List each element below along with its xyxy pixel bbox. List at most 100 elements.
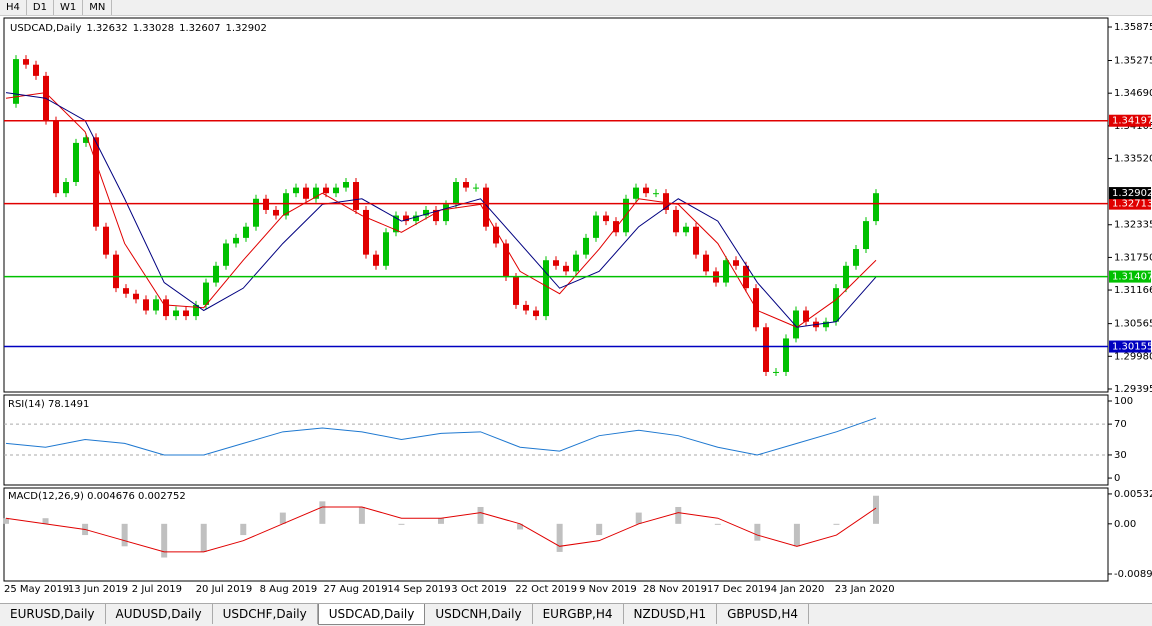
macd-bar [200,523,207,552]
x-tick-label: 22 Oct 2019 [515,584,577,595]
macd-bar [596,523,603,536]
level-label: 1.30155 [1112,342,1152,353]
candle [613,221,619,233]
timeframe-button[interactable]: D1 [27,0,54,15]
candle [703,254,709,272]
candle [763,327,769,372]
y-tick-label: 0.005324 [1114,489,1152,500]
candle [363,209,369,255]
candle [303,187,309,199]
candle [463,182,469,188]
candle [223,243,229,266]
macd-bar [319,501,326,524]
chart-tab[interactable]: USDCNH,Daily [425,604,533,624]
macd-bar [793,523,800,547]
price-label-box [1109,187,1151,200]
macd-bar [161,523,168,558]
rsi-title: RSI(14) 78.1491 [8,399,89,410]
y-tick-label: 1.34690 [1114,88,1152,99]
rsi-frame [3,394,1109,486]
candle [793,310,799,339]
chart-tab[interactable]: EURGBP,H4 [533,604,624,624]
price-label: 1.32902 [1112,188,1152,199]
chart-tab[interactable]: EURUSD,Daily [0,604,106,624]
candle [273,209,279,216]
candle [543,260,549,317]
candle [113,254,119,289]
tab-bar: EURUSD,Daily AUDUSD,Daily USDCHF,Daily USDC… [0,603,1152,626]
chart-tab[interactable]: NZDUSD,H1 [624,604,718,624]
candle [313,187,319,199]
y-tick-label: 1.33520 [1114,154,1152,165]
chart-tab[interactable]: AUDUSD,Daily [106,604,213,624]
candle [853,249,859,266]
candle [123,288,129,294]
candle [643,187,649,194]
candle [583,237,589,255]
candle [593,215,599,238]
y-tick-label: 30 [1114,450,1127,461]
x-tick-label: 4 Jan 2020 [771,584,825,595]
level-label: 1.32713 [1112,199,1152,210]
x-tick-label: 8 Aug 2019 [260,584,318,595]
macd-bar [635,512,642,524]
macd-bar [398,523,405,525]
candle [663,193,669,210]
candle [343,182,349,188]
y-tick-label: 100 [1114,396,1133,407]
candle [413,215,419,222]
y-tick-label: 1.35875 [1114,22,1152,33]
candle [523,304,529,311]
candle [693,226,699,255]
macd-bar [556,523,563,552]
macd-frame [3,487,1109,582]
chart-tab[interactable]: USDCAD,Daily [317,604,426,625]
candle [353,182,359,210]
macd-bar [279,512,286,524]
candle [183,310,189,317]
macd-bar [438,518,444,524]
candle [103,226,109,255]
candle [153,299,159,311]
level-label-box [1109,114,1151,127]
candle [253,198,259,227]
candle [473,187,479,189]
candle [553,260,559,266]
candle [863,221,869,250]
level-label-box [1109,340,1151,353]
y-tick-label: 1.32335 [1114,220,1152,231]
x-tick-label: 17 Dec 2019 [707,584,771,595]
candle [233,237,239,244]
macd-bar [358,506,365,524]
toolbar: H4 D1 W1 MN [0,0,1152,16]
symbol: USDCAD,Daily [10,23,81,34]
timeframe-button[interactable]: MN [83,0,113,15]
candle [833,288,839,322]
candle [213,265,219,283]
macd-bar [121,523,128,547]
candle [143,299,149,311]
candle [83,137,89,143]
candle [333,187,339,194]
candle [683,226,689,233]
macd-bar [754,523,761,541]
chart-tab[interactable]: GBPUSD,H4 [717,604,809,624]
ohlc-value: 1.32632 [86,23,127,34]
level-label: 1.31407 [1112,272,1152,283]
candle [193,304,199,317]
x-tick-label: 13 Jun 2019 [68,584,128,595]
timeframe-button[interactable]: H4 [0,0,27,15]
rsi-line [5,417,877,456]
macd-bar [873,495,879,524]
level-label-box [1109,270,1151,283]
x-tick-label: 9 Nov 2019 [579,584,637,595]
candle [453,182,459,205]
candle [503,243,509,277]
timeframe-button[interactable]: W1 [54,0,84,15]
x-tick-label: 25 May 2019 [4,584,69,595]
chart-tab[interactable]: USDCHF,Daily [213,604,318,624]
candle [773,371,779,373]
x-tick-label: 23 Jan 2020 [835,584,895,595]
y-tick-label: 0.00 [1114,519,1136,530]
